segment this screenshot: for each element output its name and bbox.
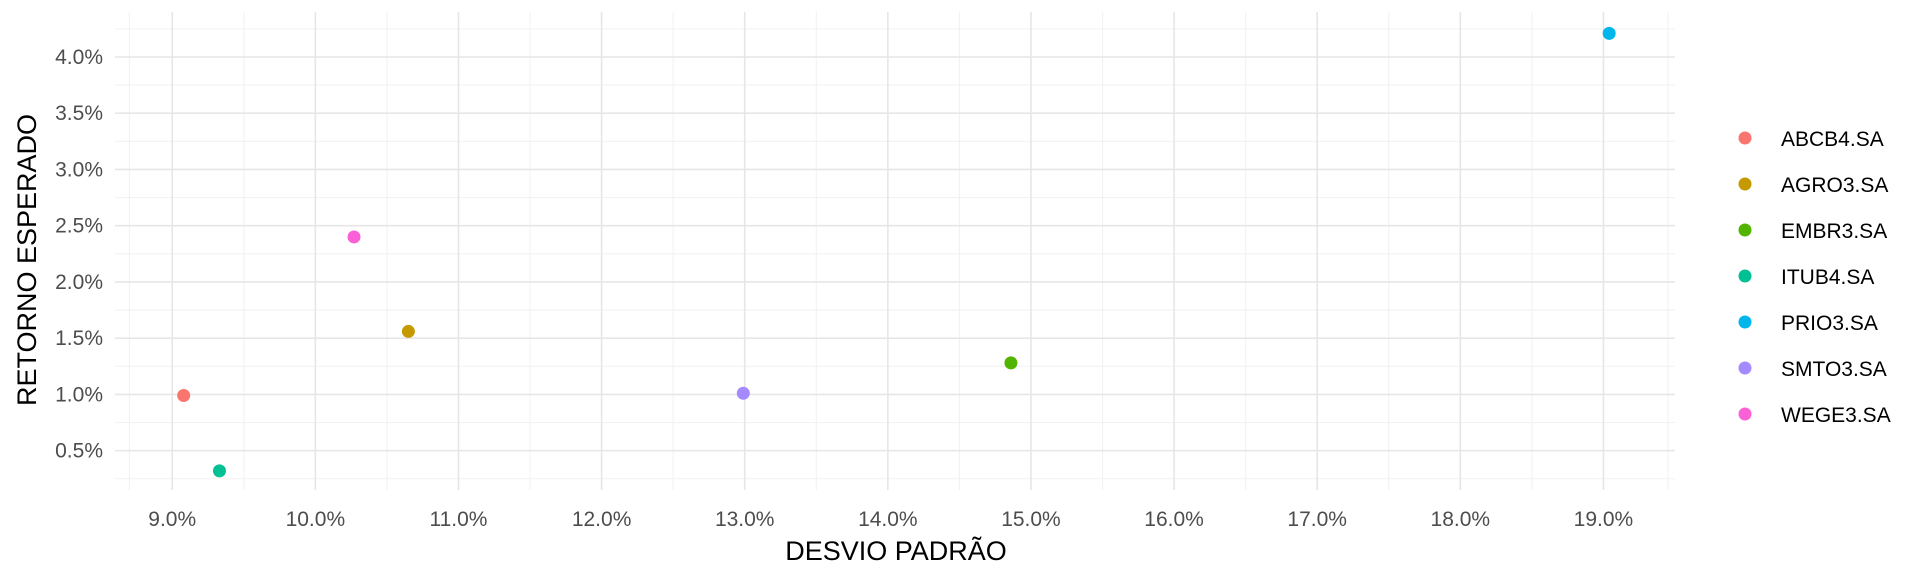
x-tick-label: 18.0% xyxy=(1431,508,1491,531)
y-tick-label: 3.0% xyxy=(55,158,103,181)
x-tick-label: 12.0% xyxy=(572,508,632,531)
data-point-agro3-sa xyxy=(401,324,415,338)
y-tick-label: 1.0% xyxy=(55,383,103,406)
x-tick-label: 11.0% xyxy=(429,508,487,531)
y-tick-label: 2.5% xyxy=(55,215,103,238)
legend-label: PRIO3.SA xyxy=(1781,312,1878,335)
x-tick-label: 14.0% xyxy=(858,508,918,531)
legend-label: ABCB4.SA xyxy=(1781,128,1884,151)
data-point-itub4-sa xyxy=(212,464,226,478)
data-point-smto3-sa xyxy=(736,386,750,400)
legend-key xyxy=(1738,407,1752,421)
y-tick-label: 0.5% xyxy=(55,440,103,463)
data-point-abcb4-sa xyxy=(177,389,191,403)
grid-layer xyxy=(115,12,1675,490)
legend-label: WEGE3.SA xyxy=(1781,404,1891,427)
data-points xyxy=(177,26,1616,478)
legend-label: ITUB4.SA xyxy=(1781,266,1874,289)
x-tick-label: 9.0% xyxy=(148,508,196,531)
legend-key xyxy=(1738,315,1752,329)
data-point-wege3-sa xyxy=(347,230,361,244)
y-tick-label: 3.5% xyxy=(55,102,103,125)
legend-label: SMTO3.SA xyxy=(1781,358,1887,381)
x-tick-label: 19.0% xyxy=(1574,508,1634,531)
y-tick-label: 2.0% xyxy=(55,271,103,294)
x-tick-label: 16.0% xyxy=(1144,508,1204,531)
legend-label: AGRO3.SA xyxy=(1781,174,1888,197)
legend-key xyxy=(1738,269,1752,283)
x-tick-label: 13.0% xyxy=(715,508,775,531)
x-axis-title: DESVIO PADRÃO xyxy=(785,535,1007,566)
legend-key xyxy=(1738,131,1752,145)
x-tick-label: 15.0% xyxy=(1001,508,1061,531)
legend-key xyxy=(1738,361,1752,375)
y-tick-label: 1.5% xyxy=(55,327,103,350)
legend-label: EMBR3.SA xyxy=(1781,220,1887,243)
y-axis-title: RETORNO ESPERADO xyxy=(12,114,42,406)
legend: ABCB4.SA AGRO3.SA EMBR3.SA ITUB4.SA PRIO3.SA… xyxy=(1738,128,1891,427)
x-tick-label: 17.0% xyxy=(1287,508,1347,531)
x-axis-ticks: 9.0% 10.0% 11.0% 12.0% 13.0% 14.0% 15.0% 16.0% 1… xyxy=(148,508,1633,531)
x-tick-label: 10.0% xyxy=(286,508,346,531)
y-axis-ticks: 0.5% 1.0% 1.5% 2.0% 2.5% 3.0% 3.5% 4.0% xyxy=(55,46,103,463)
y-tick-label: 4.0% xyxy=(55,46,103,69)
legend-key xyxy=(1738,223,1752,237)
data-point-prio3-sa xyxy=(1602,26,1616,40)
data-point-embr3-sa xyxy=(1004,356,1018,370)
legend-key xyxy=(1738,177,1752,191)
